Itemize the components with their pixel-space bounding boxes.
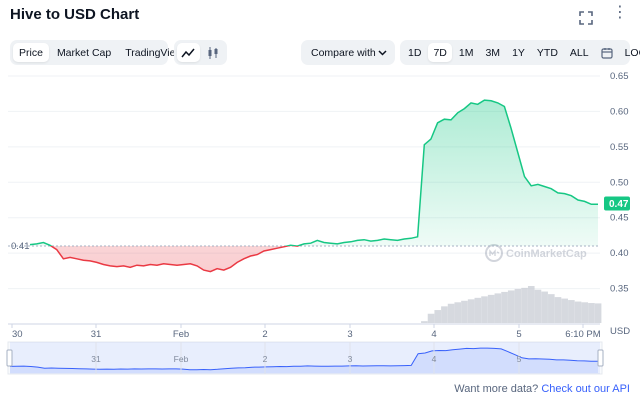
tab-tradingview[interactable]: TradingView — [125, 46, 183, 59]
more-options-icon[interactable]: ⋮ — [612, 4, 629, 21]
volume-bar — [574, 301, 582, 323]
range-ytd[interactable]: YTD — [536, 46, 558, 59]
navigator-tick-label: 5 — [517, 354, 522, 364]
volume-bars — [421, 286, 602, 323]
candlestick-icon[interactable] — [202, 43, 225, 62]
price-line-up — [29, 99, 598, 247]
x-tick-label: 6:10 PM — [565, 329, 600, 340]
navigator-tick-label: Feb — [174, 354, 189, 364]
tab-price[interactable]: Price — [13, 43, 49, 62]
navigator-handle-left[interactable] — [6, 349, 13, 367]
navigator-tick-label: 3 — [348, 354, 353, 364]
range-1d[interactable]: 1D — [408, 46, 422, 59]
navigator-tick-label: 31 — [91, 354, 101, 364]
log-toggle[interactable]: LOG — [624, 46, 640, 59]
volume-bar — [581, 302, 589, 323]
volume-bar — [487, 294, 495, 323]
y-tick-label: 0.65 — [610, 71, 629, 82]
navigator-handle-right[interactable] — [597, 349, 604, 367]
volume-bar — [594, 303, 602, 323]
y-tick-label: 0.50 — [610, 177, 629, 188]
watermark-text: CoinMarketCap — [506, 248, 587, 260]
chart-type-toggle — [174, 40, 227, 65]
page-title: Hive to USD Chart — [10, 6, 140, 23]
range-7d[interactable]: 7D — [428, 43, 452, 62]
price-chart[interactable]: 0.65 0.60 0.55 0.50 0.45 0.40 0.35 CoinMarketC… — [0, 66, 640, 381]
navigator-area — [10, 348, 598, 373]
y-tick-label: 0.35 — [610, 284, 629, 295]
volume-bar — [507, 290, 515, 323]
range-1y[interactable]: 1Y — [512, 46, 525, 59]
volume-bar — [441, 306, 448, 323]
volume-bar — [527, 286, 535, 323]
range-3m[interactable]: 3M — [485, 46, 501, 59]
x-tick-label: 4 — [431, 329, 436, 340]
y-axis: 0.65 0.60 0.55 0.50 0.45 0.40 0.35 — [610, 71, 629, 295]
y-tick-label: 0.45 — [610, 213, 629, 224]
footer-prompt: Want more data? — [454, 383, 539, 395]
fullscreen-icon[interactable] — [578, 10, 594, 26]
navigator-tick-label: 4 — [432, 354, 437, 364]
navigator-tick-label: 2 — [263, 354, 268, 364]
x-tick-label: 31 — [91, 329, 102, 340]
x-tick-label: 30 — [12, 329, 23, 340]
volume-bar — [474, 297, 482, 323]
volume-bar — [494, 293, 502, 323]
volume-bar — [467, 299, 475, 323]
y-tick-label: 0.55 — [610, 142, 629, 153]
chevron-down-icon — [378, 50, 387, 56]
volume-bar — [454, 302, 462, 323]
volume-bar — [554, 297, 562, 323]
volume-bar — [421, 321, 428, 323]
x-tick-label: 2 — [262, 329, 267, 340]
volume-bar — [548, 294, 555, 323]
footer: Want more data? Check out our API — [454, 383, 630, 395]
volume-bar — [434, 310, 442, 323]
navigator-line — [9, 347, 598, 371]
volume-bar — [561, 298, 568, 323]
y-tick-label: 0.60 — [610, 106, 629, 117]
range-1m[interactable]: 1M — [458, 46, 474, 59]
volume-bar — [588, 303, 595, 323]
price-line-down — [49, 246, 300, 273]
line-chart-icon[interactable] — [177, 43, 200, 62]
volume-bar — [514, 288, 522, 323]
navigator-ticks: 31 Feb 2 3 4 5 — [91, 342, 522, 374]
volume-bar — [534, 289, 542, 323]
volume-bar — [461, 300, 468, 323]
range-all[interactable]: ALL — [569, 46, 589, 59]
y-tick-label: 0.40 — [610, 248, 629, 259]
range-tabs: 1D 7D 1M 3M 1Y YTD ALL LOG — [400, 40, 640, 65]
compare-with-dropdown[interactable]: Compare with — [301, 40, 395, 65]
coinmarketcap-watermark: CoinMarketCap — [485, 244, 587, 262]
current-price-label: 0.47 — [609, 199, 629, 210]
volume-bar — [541, 291, 548, 323]
x-axis: 30 31 Feb 2 3 4 5 6:10 PM — [11, 324, 601, 340]
y-axis-label: USD — [610, 326, 630, 337]
calendar-icon[interactable] — [596, 43, 618, 62]
volume-bar — [501, 291, 508, 323]
area-above-baseline — [30, 100, 598, 247]
baseline-label: 0.41 — [11, 241, 30, 252]
api-link[interactable]: Check out our API — [541, 383, 630, 395]
volume-bar — [427, 313, 435, 323]
range-navigator[interactable]: 31 Feb 2 3 4 5 — [6, 341, 604, 375]
x-tick-label: 5 — [516, 329, 521, 340]
current-price-badge: 0.47 — [604, 196, 630, 211]
volume-bar — [447, 303, 455, 323]
view-tabs: Price Market Cap TradingView — [10, 40, 183, 65]
volume-bar — [481, 296, 488, 323]
volume-bar — [521, 287, 528, 323]
volume-bar — [568, 300, 575, 323]
tab-market-cap[interactable]: Market Cap — [56, 46, 112, 59]
x-tick-label: Feb — [173, 329, 189, 340]
compare-label: Compare with — [311, 46, 376, 59]
x-tick-label: 3 — [347, 329, 352, 340]
area-below-baseline — [51, 246, 298, 272]
